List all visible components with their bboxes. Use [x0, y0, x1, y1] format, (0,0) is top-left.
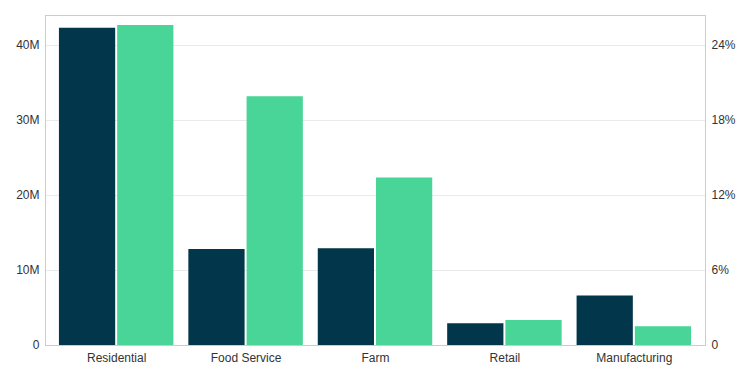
svg-text:10M: 10M [16, 263, 39, 277]
svg-text:18%: 18% [712, 113, 736, 127]
svg-text:Farm: Farm [362, 351, 390, 365]
svg-text:0: 0 [712, 338, 719, 352]
svg-text:Retail: Retail [490, 351, 521, 365]
svg-text:6%: 6% [712, 263, 730, 277]
svg-text:0: 0 [33, 338, 40, 352]
svg-text:40M: 40M [16, 38, 39, 52]
svg-text:Manufacturing: Manufacturing [596, 351, 672, 365]
svg-text:12%: 12% [712, 188, 736, 202]
svg-text:20M: 20M [16, 188, 39, 202]
svg-text:24%: 24% [712, 38, 736, 52]
svg-text:30M: 30M [16, 113, 39, 127]
svg-text:Residential: Residential [87, 351, 146, 365]
svg-text:Food Service: Food Service [211, 351, 282, 365]
